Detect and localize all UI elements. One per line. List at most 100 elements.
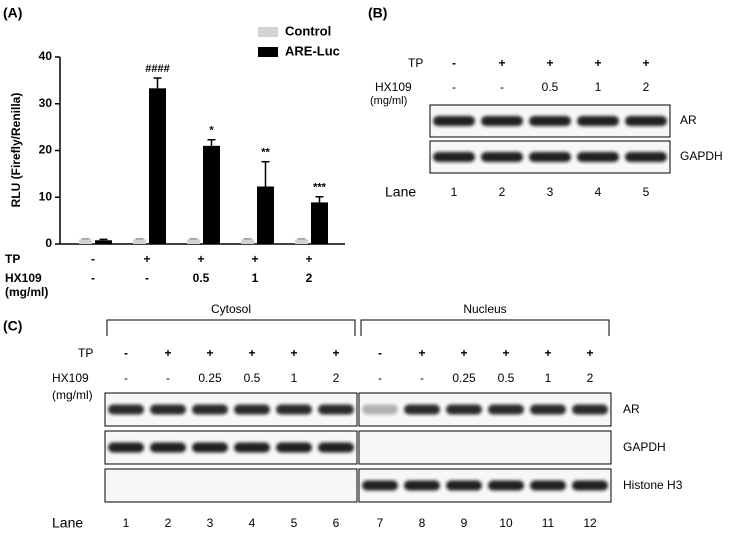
row-label: TP [78, 346, 93, 360]
row-value: + [197, 252, 204, 266]
lane-number: 12 [583, 516, 597, 530]
row-value: + [502, 346, 509, 360]
row-value: 0.25 [452, 371, 476, 385]
blot-band [150, 404, 186, 415]
row-value: 2 [306, 271, 313, 285]
legend-swatch [258, 47, 278, 57]
row-value: - [452, 56, 456, 70]
bar [149, 88, 166, 244]
error-bar [261, 160, 270, 187]
blot-band [192, 442, 228, 453]
row-value: 0.5 [193, 271, 210, 285]
blot-band [192, 404, 228, 415]
fraction-label: Cytosol [211, 302, 251, 316]
bar [133, 239, 146, 244]
row-label: HX109 [375, 80, 412, 94]
row-value: + [544, 346, 551, 360]
blot-frame [358, 392, 612, 427]
blot-band [529, 152, 571, 162]
blot-band [577, 152, 619, 162]
bar [241, 239, 254, 244]
bar [203, 145, 220, 244]
lane-number: 9 [461, 516, 468, 530]
blot-band [530, 480, 566, 491]
lane-number: 5 [291, 516, 298, 530]
blot-frame [104, 468, 358, 503]
y-tick-label: 40 [39, 49, 53, 63]
bar [311, 202, 328, 244]
row-value: + [586, 346, 593, 360]
error-bar [153, 77, 162, 89]
blot-label: AR [623, 402, 640, 416]
bar [257, 186, 274, 244]
blot-band [276, 442, 312, 453]
row-value: - [420, 371, 424, 385]
blot-band [481, 152, 523, 162]
blot-band [625, 116, 667, 126]
blot-label: AR [680, 113, 697, 127]
lane-label: Lane [385, 184, 416, 200]
blot-band [446, 480, 482, 491]
blot-band [433, 152, 475, 162]
row-value: 2 [587, 371, 594, 385]
lane-number: 4 [249, 516, 256, 530]
blot-band [481, 116, 523, 126]
legend-label: ARE-Luc [285, 43, 340, 58]
blot-label: Histone H3 [623, 478, 683, 492]
fraction-bracket [360, 319, 610, 336]
row-value: - [452, 80, 456, 94]
row-value: + [164, 346, 171, 360]
blot-label: GAPDH [680, 149, 723, 163]
lane-label: Lane [52, 515, 83, 531]
row-value: + [332, 346, 339, 360]
row-value: + [251, 252, 258, 266]
row-value: + [546, 56, 553, 70]
blot-frame [358, 430, 612, 465]
row-label: HX109 [52, 371, 89, 385]
blot-frame [104, 392, 358, 427]
row-value: 1 [252, 271, 259, 285]
fraction-bracket [106, 319, 356, 336]
blot-band [404, 404, 440, 415]
row-value: - [91, 271, 95, 285]
significance-label: ** [261, 147, 270, 159]
blot-band [530, 404, 566, 415]
lane-number: 8 [419, 516, 426, 530]
row-value: + [248, 346, 255, 360]
legend-swatch [258, 27, 278, 37]
significance-label: #### [145, 63, 169, 75]
lane-number: 1 [123, 516, 130, 530]
blot-band [529, 116, 571, 126]
error-bar [207, 138, 216, 146]
blot-band [318, 404, 354, 415]
row-unit: (mg/ml) [5, 285, 48, 299]
row-value: 1 [595, 80, 602, 94]
blot-frame [358, 468, 612, 503]
row-value: - [124, 371, 128, 385]
row-value: - [124, 346, 128, 360]
panel-label: (C) [3, 318, 22, 334]
lane-number: 7 [377, 516, 384, 530]
fraction-label: Nucleus [463, 302, 506, 316]
blot-band [276, 404, 312, 415]
lane-number: 4 [595, 185, 602, 199]
lane-number: 1 [451, 185, 458, 199]
significance-label: * [209, 125, 214, 137]
blot-band [488, 404, 524, 415]
row-value: + [305, 252, 312, 266]
row-value: - [378, 371, 382, 385]
blot-band [625, 152, 667, 162]
row-value: + [206, 346, 213, 360]
bar [79, 239, 92, 244]
significance-label: *** [313, 182, 327, 194]
blot-band [318, 442, 354, 453]
blot-band [577, 116, 619, 126]
blot-band [362, 404, 398, 415]
row-value: 0.5 [542, 80, 559, 94]
row-value: + [418, 346, 425, 360]
row-value: 1 [545, 371, 552, 385]
lane-number: 11 [542, 516, 555, 530]
row-unit: (mg/ml) [52, 388, 93, 402]
row-value: + [498, 56, 505, 70]
